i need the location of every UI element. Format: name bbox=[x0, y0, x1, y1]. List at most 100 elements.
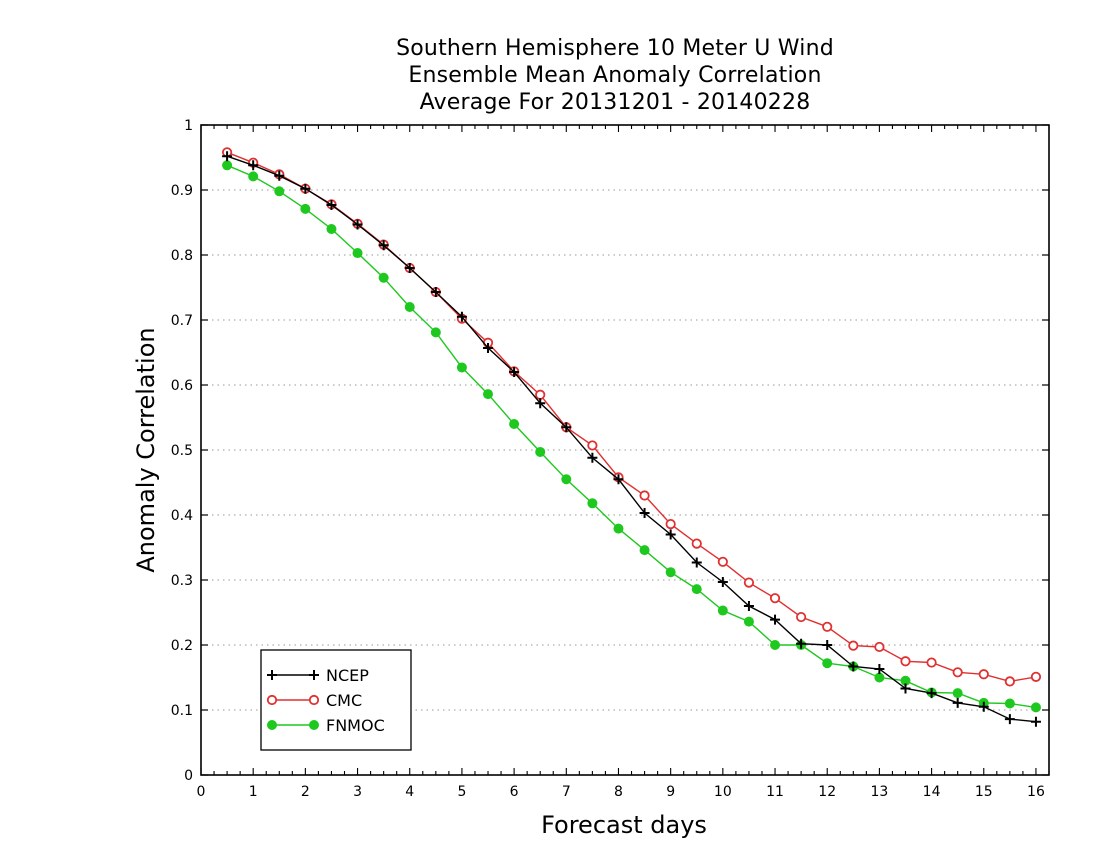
ncep-point bbox=[874, 664, 885, 675]
x-tick-label: 9 bbox=[666, 784, 675, 800]
y-tick-label: 0 bbox=[184, 768, 193, 784]
cmc-point bbox=[639, 490, 650, 501]
cmc-point bbox=[952, 667, 963, 678]
cmc-point bbox=[587, 440, 598, 451]
chart-title-line-2: Ensemble Mean Anomaly Correlation bbox=[408, 63, 822, 88]
fnmoc-point bbox=[300, 203, 311, 214]
ncep-point bbox=[822, 640, 833, 650]
x-tick-label: 4 bbox=[405, 784, 414, 800]
legend-marker-ncep bbox=[267, 670, 277, 680]
ncep-point bbox=[509, 367, 520, 377]
legend: NCEP CMC FNMOC bbox=[260, 649, 412, 751]
x-tick-label: 0 bbox=[197, 784, 206, 800]
ncep-point bbox=[743, 601, 754, 611]
y-tick-label: 0.1 bbox=[171, 703, 193, 719]
cmc-point bbox=[691, 538, 702, 549]
cmc-point bbox=[900, 656, 911, 667]
series-layer bbox=[221, 147, 1042, 727]
cmc-point bbox=[926, 657, 937, 668]
x-tick-label: 11 bbox=[766, 784, 784, 800]
fnmoc-point bbox=[770, 640, 781, 650]
fnmoc-point bbox=[874, 672, 885, 683]
ncep-point bbox=[665, 529, 676, 540]
ncep-point bbox=[222, 151, 233, 162]
ncep-point bbox=[456, 311, 467, 322]
ncep-point bbox=[848, 661, 859, 672]
ncep-point bbox=[352, 219, 363, 230]
series-ncep bbox=[222, 151, 1041, 727]
fnmoc-point bbox=[1004, 698, 1015, 709]
fnmoc-point bbox=[483, 389, 494, 400]
y-tick-label: 0.7 bbox=[171, 313, 193, 329]
ncep-point bbox=[1004, 714, 1015, 725]
legend-label-ncep: NCEP bbox=[326, 666, 369, 685]
y-tick-label: 0.9 bbox=[171, 183, 193, 199]
fnmoc-point bbox=[952, 688, 963, 699]
ncep-line bbox=[226, 155, 1037, 723]
x-tick-label: 13 bbox=[870, 784, 888, 800]
fnmoc-point bbox=[900, 675, 911, 686]
ncep-point bbox=[274, 170, 285, 181]
fnmoc-point bbox=[691, 584, 702, 595]
fnmoc-point bbox=[1030, 702, 1041, 713]
cmc-point bbox=[1030, 671, 1042, 682]
fnmoc-point bbox=[613, 523, 624, 534]
legend-marker-fnmoc bbox=[267, 720, 277, 730]
legend-marker-fnmoc bbox=[309, 720, 319, 730]
x-axis-label: Forecast days bbox=[541, 811, 707, 839]
y-tick-label: 1 bbox=[184, 118, 193, 134]
gridlines bbox=[201, 189, 1049, 711]
ncep-point bbox=[561, 422, 572, 433]
fnmoc-point bbox=[378, 272, 389, 283]
legend-label-cmc: CMC bbox=[326, 691, 362, 710]
fnmoc-point bbox=[274, 186, 285, 197]
ncep-point bbox=[248, 160, 259, 171]
fnmoc-point bbox=[535, 446, 546, 457]
fnmoc-point bbox=[248, 171, 259, 182]
cmc-point bbox=[665, 518, 676, 530]
ncep-point bbox=[770, 614, 781, 625]
y-tick-label: 0.3 bbox=[171, 573, 193, 589]
fnmoc-point bbox=[456, 362, 467, 373]
cmc-point bbox=[743, 577, 755, 588]
y-axis-label: Anomaly Correlation bbox=[132, 327, 160, 572]
ncep-point bbox=[613, 474, 624, 485]
x-tick-label: 2 bbox=[301, 784, 310, 800]
cmc-point bbox=[535, 389, 546, 400]
ncep-point bbox=[926, 688, 937, 699]
fnmoc-point bbox=[587, 498, 598, 509]
x-tick-label: 6 bbox=[510, 784, 519, 800]
y-tick-label: 0.2 bbox=[171, 638, 193, 654]
fnmoc-point bbox=[822, 658, 833, 669]
series-fnmoc bbox=[222, 160, 1041, 713]
legend-marker-cmc bbox=[308, 694, 320, 706]
legend-marker-ncep bbox=[309, 670, 319, 680]
ncep-point bbox=[978, 701, 989, 712]
cmc-point bbox=[978, 669, 989, 680]
x-tick-label: 15 bbox=[975, 784, 993, 800]
x-tick-label: 8 bbox=[614, 784, 623, 800]
x-tick-label: 10 bbox=[714, 784, 732, 800]
fnmoc-point bbox=[639, 545, 650, 556]
ncep-point bbox=[717, 576, 728, 587]
cmc-point bbox=[848, 640, 859, 651]
fnmoc-point bbox=[509, 419, 520, 429]
x-tick-label: 7 bbox=[562, 784, 571, 800]
cmc-point bbox=[874, 641, 885, 653]
y-tick-label: 0.8 bbox=[171, 248, 193, 264]
x-tick-label: 1 bbox=[249, 784, 258, 800]
legend-marker-cmc bbox=[266, 694, 278, 706]
ncep-point bbox=[378, 240, 389, 251]
ncep-point bbox=[1030, 716, 1041, 727]
x-tick-label: 3 bbox=[353, 784, 362, 800]
cmc-point bbox=[1004, 676, 1015, 687]
ncep-point bbox=[483, 342, 494, 353]
ncep-point bbox=[404, 263, 415, 273]
fnmoc-point bbox=[430, 327, 441, 338]
y-tick-label: 0.5 bbox=[171, 443, 193, 459]
x-tick-label: 12 bbox=[818, 784, 836, 800]
ncep-point bbox=[430, 287, 441, 298]
ncep-point bbox=[326, 199, 337, 210]
fnmoc-point bbox=[222, 160, 233, 171]
fnmoc-point bbox=[717, 605, 728, 616]
